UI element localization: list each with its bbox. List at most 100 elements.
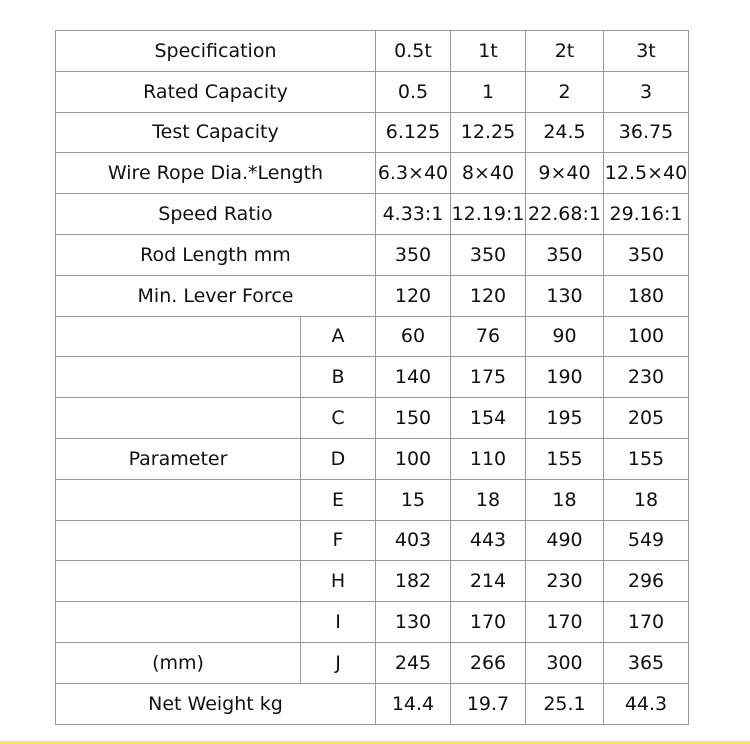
- parameter-value: 140: [375, 356, 451, 399]
- parameter-row: Parameter D 100 110 155 155: [55, 437, 689, 480]
- parameter-key: F: [300, 519, 376, 562]
- parameter-value: 300: [525, 641, 604, 684]
- row-value: 2: [525, 70, 604, 113]
- row-value: 12.19:1: [450, 193, 526, 235]
- parameter-unit: (mm): [55, 641, 301, 684]
- parameter-value: 15: [375, 478, 451, 521]
- parameter-value: 175: [450, 356, 526, 399]
- table-row: Test Capacity 6.125 12.25 24.5 36.75: [55, 111, 689, 154]
- parameter-key: C: [300, 397, 376, 439]
- parameter-value: 170: [603, 601, 689, 643]
- row-value: 180: [603, 274, 689, 317]
- parameter-value: 205: [603, 397, 689, 439]
- parameter-key: J: [300, 641, 376, 684]
- parameter-value: 230: [603, 356, 689, 399]
- model-header: 2t: [525, 30, 604, 72]
- row-value: 350: [375, 233, 451, 276]
- parameter-value: 549: [603, 519, 689, 562]
- table-row: Rod Length mm 350 350 350 350: [55, 233, 689, 276]
- parameter-value: 403: [375, 519, 451, 562]
- parameter-value: 150: [375, 397, 451, 439]
- yellow-divider: [0, 741, 750, 744]
- net-weight-value: 14.4: [375, 682, 451, 725]
- parameter-value: 130: [375, 601, 451, 643]
- row-value: 120: [450, 274, 526, 317]
- parameter-key: D: [300, 437, 376, 480]
- row-value: 12.25: [450, 111, 526, 154]
- table-row: Speed Ratio 4.33:1 12.19:1 22.68:1 29.16:1: [55, 193, 689, 235]
- parameter-group-cell: [55, 601, 301, 643]
- table-row: Rated Capacity 0.5 1 2 3: [55, 70, 689, 113]
- row-value: 350: [450, 233, 526, 276]
- parameter-value: 100: [375, 437, 451, 480]
- parameter-value: 100: [603, 315, 689, 358]
- parameter-row: C 150 154 195 205: [55, 397, 689, 439]
- parameter-value: 245: [375, 641, 451, 684]
- row-label: Wire Rope Dia.*Length: [55, 152, 376, 195]
- row-value: 0.5: [375, 70, 451, 113]
- header-label: Specification: [55, 30, 376, 72]
- model-header: 1t: [450, 30, 526, 72]
- parameter-value: 90: [525, 315, 604, 358]
- parameter-row: H 182 214 230 296: [55, 560, 689, 603]
- parameter-group-cell: [55, 560, 301, 603]
- table-row: Min. Lever Force 120 120 130 180: [55, 274, 689, 317]
- parameter-value: 443: [450, 519, 526, 562]
- parameter-value: 155: [603, 437, 689, 480]
- row-value: 8×40: [450, 152, 526, 195]
- row-label: Test Capacity: [55, 111, 376, 154]
- row-value: 350: [603, 233, 689, 276]
- parameter-value: 18: [525, 478, 604, 521]
- parameter-row: F 403 443 490 549: [55, 519, 689, 562]
- net-weight-row: Net Weight kg 14.4 19.7 25.1 44.3: [55, 682, 689, 725]
- row-label: Rated Capacity: [55, 70, 376, 113]
- parameter-value: 266: [450, 641, 526, 684]
- parameter-key: I: [300, 601, 376, 643]
- parameter-value: 76: [450, 315, 526, 358]
- row-value: 3: [603, 70, 689, 113]
- parameter-value: 296: [603, 560, 689, 603]
- row-value: 120: [375, 274, 451, 317]
- header-row: Specification 0.5t 1t 2t 3t: [55, 30, 689, 72]
- net-weight-value: 44.3: [603, 682, 689, 725]
- row-value: 350: [525, 233, 604, 276]
- row-label: Speed Ratio: [55, 193, 376, 235]
- row-value: 6.3×40: [375, 152, 451, 195]
- parameter-key: E: [300, 478, 376, 521]
- parameter-key: H: [300, 560, 376, 603]
- row-value: 4.33:1: [375, 193, 451, 235]
- net-weight-label: Net Weight kg: [55, 682, 376, 725]
- parameter-value: 490: [525, 519, 604, 562]
- net-weight-value: 19.7: [450, 682, 526, 725]
- parameter-value: 190: [525, 356, 604, 399]
- parameter-row: E 15 18 18 18: [55, 478, 689, 521]
- parameter-group-cell: [55, 315, 301, 358]
- parameter-value: 110: [450, 437, 526, 480]
- parameter-value: 365: [603, 641, 689, 684]
- parameter-value: 154: [450, 397, 526, 439]
- parameter-row: I 130 170 170 170: [55, 601, 689, 643]
- model-header: 3t: [603, 30, 689, 72]
- specification-table: Specification 0.5t 1t 2t 3t Rated Capacity 0.5…: [55, 30, 689, 725]
- parameter-value: 155: [525, 437, 604, 480]
- row-value: 24.5: [525, 111, 604, 154]
- parameter-key: A: [300, 315, 376, 358]
- parameter-row: (mm) J 245 266 300 365: [55, 641, 689, 684]
- parameter-key: B: [300, 356, 376, 399]
- model-header: 0.5t: [375, 30, 451, 72]
- net-weight-value: 25.1: [525, 682, 604, 725]
- row-label: Min. Lever Force: [55, 274, 376, 317]
- parameter-group-cell: [55, 356, 301, 399]
- parameter-value: 182: [375, 560, 451, 603]
- parameter-label: Parameter: [55, 437, 301, 480]
- row-value: 9×40: [525, 152, 604, 195]
- row-value: 36.75: [603, 111, 689, 154]
- parameter-value: 230: [525, 560, 604, 603]
- row-value: 130: [525, 274, 604, 317]
- parameter-value: 60: [375, 315, 451, 358]
- row-value: 22.68:1: [525, 193, 604, 235]
- row-value: 6.125: [375, 111, 451, 154]
- parameter-group-cell: [55, 478, 301, 521]
- parameter-value: 18: [603, 478, 689, 521]
- row-value: 29.16:1: [603, 193, 689, 235]
